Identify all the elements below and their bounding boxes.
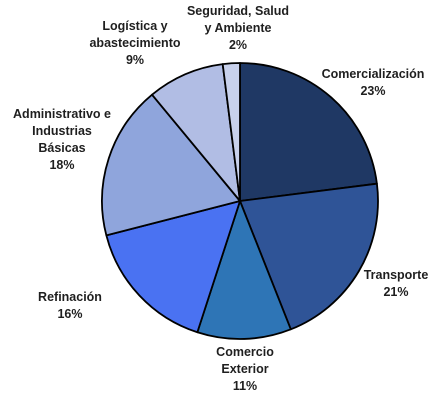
pie-category-label-4-0: Administrativo e xyxy=(13,107,111,121)
pie-value-label-3: 16% xyxy=(57,307,82,321)
pie-slice-3 xyxy=(105,200,241,334)
pie-slices xyxy=(101,62,379,340)
pie-category-label-6-0: Seguridad, Salud xyxy=(187,4,289,18)
pie-category-label-4-2: Básicas xyxy=(38,141,85,155)
pie-value-label-4: 18% xyxy=(49,158,74,172)
pie-category-label-2-0: Comercio xyxy=(216,345,274,359)
pie-category-label-4-1: Industrias xyxy=(32,124,92,138)
pie-category-label-2-1: Exterior xyxy=(221,362,268,376)
pie-slice-2 xyxy=(196,200,292,340)
pie-label-5: Logística y abastecimiento 9% xyxy=(89,19,180,67)
pie-slice-4 xyxy=(101,93,241,237)
pie-value-label-6: 2% xyxy=(229,38,247,52)
pie-label-2: Comercio Exterior 11% xyxy=(216,345,274,393)
pie-value-label-0: 23% xyxy=(360,84,385,98)
pie-labels: Comercialización 23% Transporte 21% Comercio… xyxy=(13,4,428,393)
pie-category-label-1-0: Transporte xyxy=(364,268,429,282)
pie-category-label-0-0: Comercialización xyxy=(322,67,425,81)
pie-slice-0 xyxy=(239,62,378,202)
pie-category-label-6-1: y Ambiente xyxy=(205,21,272,35)
pie-slice-6 xyxy=(221,62,241,202)
pie-label-1: Transporte 21% xyxy=(364,268,429,299)
pie-label-6: Seguridad, Salud y Ambiente 2% xyxy=(187,4,289,52)
pie-category-label-3-0: Refinación xyxy=(38,290,102,304)
pie-label-0: Comercialización 23% xyxy=(322,67,425,98)
pie-slice-1 xyxy=(239,182,379,331)
pie-value-label-2: 11% xyxy=(233,379,257,393)
pie-value-label-5: 9% xyxy=(126,53,144,67)
pie-category-label-5-1: abastecimiento xyxy=(89,36,180,50)
pie-category-label-5-0: Logística y xyxy=(102,19,167,33)
pie-value-label-1: 21% xyxy=(383,285,408,299)
pie-label-4: Administrativo e Industrias Básicas 18% xyxy=(13,107,111,172)
pie-label-3: Refinación 16% xyxy=(38,290,102,321)
